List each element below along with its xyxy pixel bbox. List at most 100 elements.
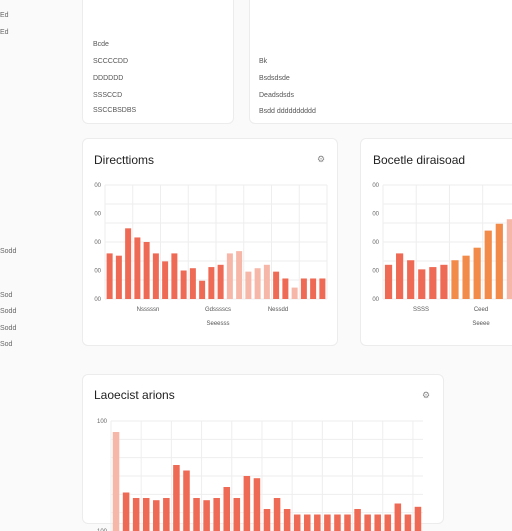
stat-line: SSSCCD bbox=[93, 92, 122, 99]
sidebar-item-ed-2[interactable]: Ed bbox=[0, 29, 9, 36]
bar bbox=[245, 272, 251, 299]
bar bbox=[193, 498, 200, 531]
y-tick-label: 00 bbox=[94, 297, 101, 303]
y-tick-label: 00 bbox=[372, 297, 379, 303]
y-tick-label: 00 bbox=[372, 269, 379, 275]
x-tick-label: Gdsssscs bbox=[205, 307, 231, 313]
bar bbox=[301, 278, 307, 299]
bar bbox=[125, 228, 131, 299]
y-tick-label: 00 bbox=[372, 183, 379, 189]
chart-title: Directtioms bbox=[94, 153, 154, 167]
bar bbox=[324, 515, 331, 531]
bar bbox=[385, 515, 392, 531]
bar bbox=[173, 465, 180, 531]
stat-line: SCCCCDD bbox=[93, 58, 128, 65]
bar bbox=[218, 265, 224, 299]
bar bbox=[234, 498, 241, 531]
x-tick-label: Ceed bbox=[474, 307, 488, 313]
bar bbox=[116, 256, 122, 299]
bar bbox=[354, 509, 361, 531]
bar bbox=[213, 498, 220, 531]
bar bbox=[440, 265, 447, 299]
bar bbox=[133, 498, 140, 531]
bar bbox=[496, 224, 503, 299]
y-tick-label: 00 bbox=[372, 240, 379, 246]
bar bbox=[395, 504, 402, 531]
bar bbox=[314, 515, 321, 531]
bar bbox=[274, 498, 281, 531]
stats-card-left: Bcde SCCCCDD DDDDDD SSSCCD SSCCBSDBS bbox=[82, 0, 234, 124]
bar bbox=[113, 432, 120, 531]
sidebar-item-sodd-3[interactable]: Sodd bbox=[0, 325, 16, 332]
y-tick-label: 00 bbox=[372, 212, 379, 218]
x-tick-label: Nessdd bbox=[268, 307, 288, 313]
bar bbox=[364, 515, 371, 531]
sidebar-item-ed-1[interactable]: Ed bbox=[0, 12, 9, 19]
stat-line: Deadsdsds bbox=[259, 92, 294, 99]
settings-icon[interactable]: ⚙ bbox=[317, 154, 325, 165]
bar bbox=[208, 267, 214, 299]
x-tick-label: Nsssssn bbox=[137, 307, 160, 313]
stat-line: Bsdd dddddddddd bbox=[259, 108, 316, 115]
x-tick-label: Seeee bbox=[472, 321, 490, 325]
bar bbox=[153, 253, 159, 299]
stat-line: Bcde bbox=[93, 41, 109, 48]
bar bbox=[199, 281, 205, 299]
bar bbox=[485, 231, 492, 299]
bar bbox=[227, 253, 233, 299]
bar bbox=[264, 265, 270, 299]
bar bbox=[203, 500, 210, 531]
x-tick-label: Seeesss bbox=[206, 321, 229, 325]
bar bbox=[255, 268, 261, 299]
bar bbox=[507, 219, 512, 299]
sidebar-item-sod-1[interactable]: Sod bbox=[0, 292, 12, 299]
sidebar-item-sodd-1[interactable]: Sodd bbox=[0, 248, 16, 255]
y-tick-label: 00 bbox=[94, 269, 101, 275]
bar bbox=[282, 278, 288, 299]
bar-chart: 100100 bbox=[83, 411, 445, 531]
bar bbox=[107, 253, 113, 299]
stat-line: DDDDDD bbox=[93, 75, 123, 82]
bar bbox=[292, 288, 298, 299]
bar bbox=[385, 265, 392, 299]
bar bbox=[319, 278, 325, 299]
bar bbox=[244, 476, 251, 531]
bar bbox=[334, 515, 341, 531]
bar bbox=[264, 509, 271, 531]
bar bbox=[162, 261, 168, 299]
settings-icon[interactable]: ⚙ bbox=[422, 390, 430, 401]
bar bbox=[171, 253, 177, 299]
sidebar-item-sodd-2[interactable]: Sodd bbox=[0, 308, 16, 315]
bar bbox=[144, 242, 150, 299]
sidebar-item-sod-2[interactable]: Sod bbox=[0, 341, 12, 348]
chart-title: Laoecist arions bbox=[94, 388, 175, 402]
bar bbox=[396, 253, 403, 299]
bar bbox=[181, 271, 187, 300]
bar bbox=[374, 515, 381, 531]
y-tick-label: 100 bbox=[97, 419, 108, 425]
bar bbox=[236, 251, 242, 299]
bar bbox=[190, 268, 196, 299]
y-tick-label: 00 bbox=[94, 183, 101, 189]
bar bbox=[310, 278, 316, 299]
bar bbox=[407, 260, 414, 299]
bar bbox=[429, 267, 436, 299]
bar bbox=[418, 269, 425, 299]
y-tick-label: 00 bbox=[94, 240, 101, 246]
bar bbox=[415, 507, 422, 531]
bar bbox=[163, 498, 170, 531]
bar bbox=[405, 515, 412, 531]
stat-line: Bk bbox=[259, 58, 267, 65]
chart-title: Bocetle diraisoad bbox=[373, 153, 465, 167]
bar bbox=[294, 515, 301, 531]
bar bbox=[462, 256, 469, 299]
bar bbox=[344, 515, 351, 531]
bar bbox=[254, 478, 261, 531]
bar bbox=[451, 260, 458, 299]
bar bbox=[474, 248, 481, 299]
bar bbox=[143, 498, 150, 531]
